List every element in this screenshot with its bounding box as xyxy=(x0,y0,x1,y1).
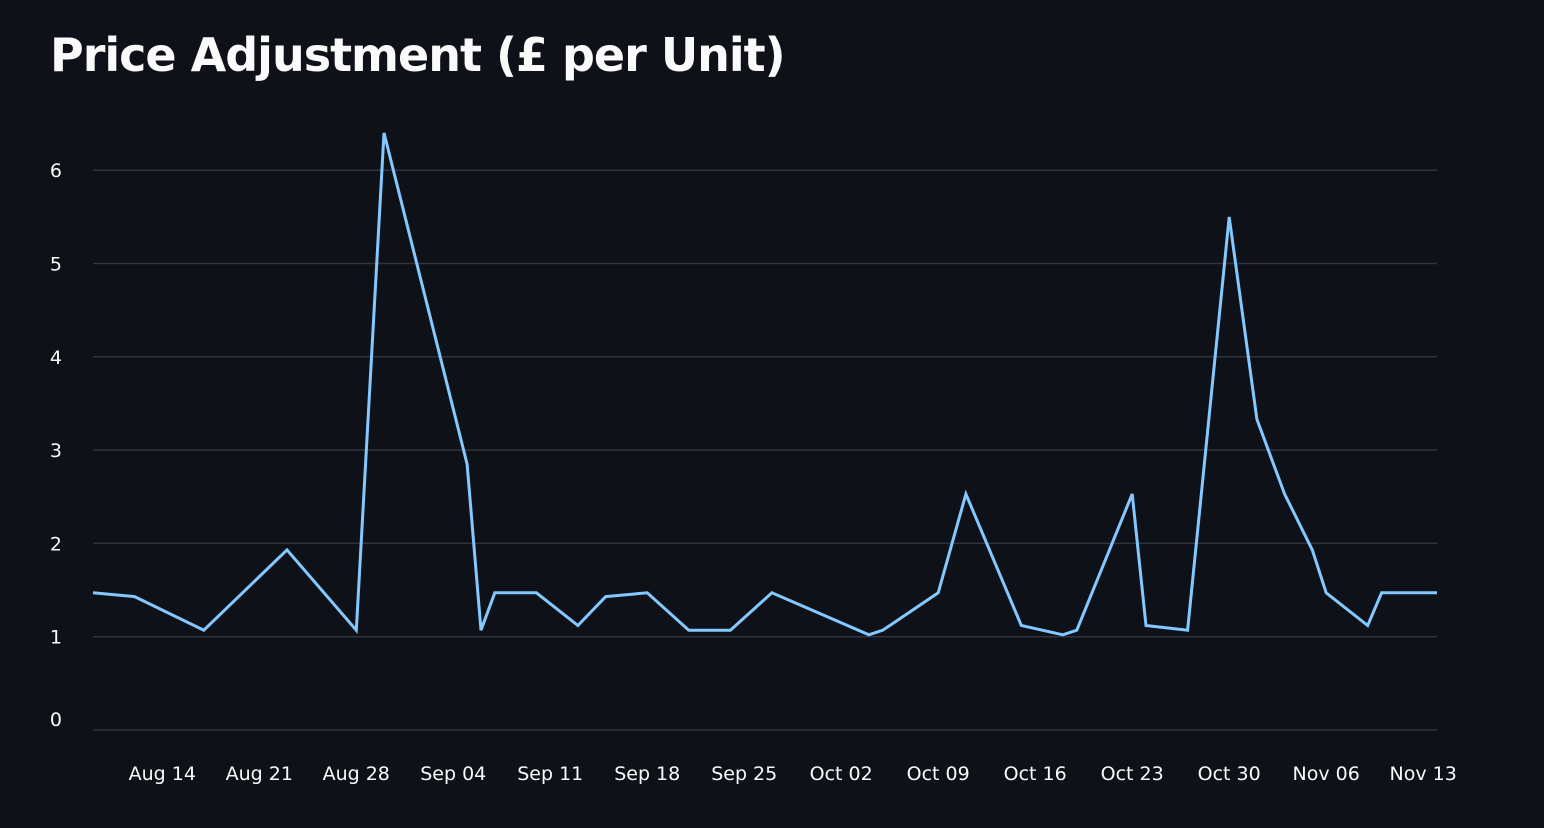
x-tick-label: Nov 06 xyxy=(1292,763,1359,785)
x-tick-label: Aug 28 xyxy=(323,763,390,785)
x-tick-label: Oct 02 xyxy=(810,763,873,785)
y-tick-label: 6 xyxy=(50,160,62,182)
x-tick-label: Sep 25 xyxy=(711,763,777,785)
x-tick-label: Nov 13 xyxy=(1389,763,1456,785)
y-tick-label: 2 xyxy=(50,533,62,555)
x-tick-label: Sep 04 xyxy=(420,763,486,785)
x-axis: Aug 14 Aug 21 Aug 28 Sep 04 Sep 11 Sep 18 Sep … xyxy=(129,763,1457,785)
y-axis: 0 1 2 3 4 5 6 xyxy=(50,160,62,731)
x-tick-label: Oct 09 xyxy=(907,763,970,785)
x-tick-label: Oct 30 xyxy=(1198,763,1261,785)
series-line xyxy=(92,132,1437,637)
x-tick-label: Oct 23 xyxy=(1101,763,1164,785)
y-tick-label: 4 xyxy=(50,347,62,369)
x-tick-label: Sep 11 xyxy=(517,763,583,785)
series xyxy=(92,132,1437,637)
x-tick-label: Oct 16 xyxy=(1004,763,1067,785)
x-tick-label: Aug 14 xyxy=(129,763,196,785)
gridlines xyxy=(93,169,1437,731)
chart-title: Price Adjustment (£ per Unit) xyxy=(50,28,786,82)
y-tick-label: 5 xyxy=(50,254,62,276)
x-tick-label: Sep 18 xyxy=(614,763,680,785)
y-tick-label: 1 xyxy=(50,627,62,649)
y-tick-label: 0 xyxy=(50,709,62,731)
x-tick-label: Aug 21 xyxy=(226,763,293,785)
y-tick-label: 3 xyxy=(50,440,62,462)
